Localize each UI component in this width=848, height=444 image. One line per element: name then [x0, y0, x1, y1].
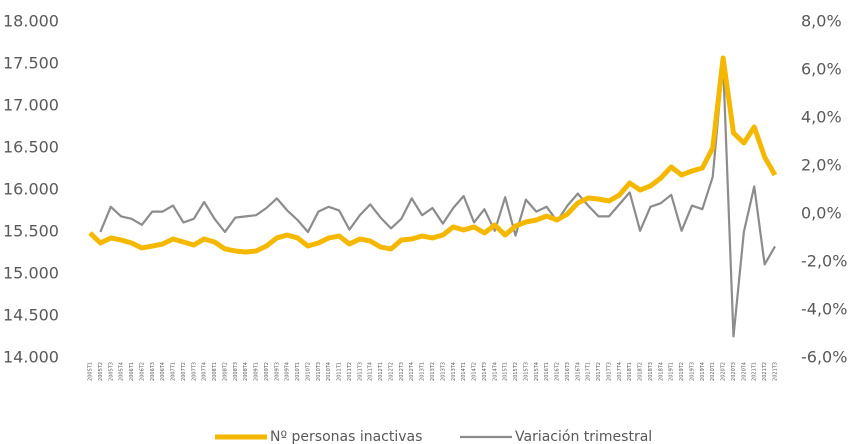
x-tick-label: 2008T2: [222, 362, 228, 381]
x-tick-label: 2021T3: [773, 362, 779, 381]
x-tick-label: 2013T2: [430, 362, 436, 381]
x-tick-label: 2011T2: [347, 362, 353, 381]
y-tick-label: 15.500: [3, 222, 59, 241]
y-tick-label: 14.000: [3, 348, 59, 367]
x-tick-label: 2017T4: [617, 362, 623, 381]
x-tick-label: 2010T1: [295, 362, 301, 381]
x-tick-label: 2009T4: [285, 362, 291, 381]
y2-tick-label: -6,0%: [801, 348, 847, 367]
x-tick-label: 2017T2: [596, 362, 602, 381]
x-tick-label: 2008T1: [212, 362, 218, 381]
x-tick-label: 2010T3: [316, 362, 322, 381]
x-tick-label: 2016T3: [565, 362, 571, 381]
y-tick-label: 16.500: [3, 138, 59, 157]
x-tick-label: 2015T4: [534, 362, 540, 381]
x-tick-label: 2016T4: [575, 362, 581, 381]
y-tick-label: 16.000: [3, 180, 59, 199]
x-tick-label: 2014T1: [461, 362, 467, 381]
x-tick-label: 2011T1: [337, 362, 343, 381]
x-tick-label: 2021T1: [752, 362, 758, 381]
x-tick-label: 2014T4: [492, 362, 498, 381]
y2-tick-label: 8,0%: [801, 12, 842, 31]
x-tick-label: 2012T2: [388, 362, 394, 381]
x-tick-label: 2017T1: [586, 362, 592, 381]
x-tick-label: 2015T1: [503, 362, 509, 381]
y2-tick-label: -2,0%: [801, 252, 847, 271]
x-tick-label: 2006T2: [139, 362, 145, 381]
x-tick-label: 2014T3: [482, 362, 488, 381]
x-tick-label: 2018T3: [648, 362, 654, 381]
legend-label: Nº personas inactivas: [270, 429, 422, 444]
series-line: [99, 61, 776, 338]
x-tick-label: 2019T1: [669, 362, 675, 381]
y-tick-label: 17.500: [3, 54, 59, 73]
x-tick-label: 2005T2: [98, 362, 104, 381]
legend-label: Variación trimestral: [515, 429, 652, 444]
x-tick-label: 2007T3: [191, 362, 197, 381]
y2-tick-label: 2,0%: [801, 156, 842, 175]
x-tick-label: 2019T2: [679, 362, 685, 381]
x-tick-label: 2009T1: [254, 362, 260, 381]
x-tick-label: 2007T1: [171, 362, 177, 381]
series-line: [88, 55, 778, 255]
x-tick-label: 2019T4: [700, 362, 706, 381]
x-tick-label: 2012T3: [399, 362, 405, 381]
x-tick-label: 2011T4: [368, 362, 374, 381]
x-tick-label: 2005T4: [119, 362, 125, 381]
y2-tick-label: 6,0%: [801, 60, 842, 79]
y-tick-label: 15.000: [3, 264, 59, 283]
x-tick-label: 2012T4: [409, 362, 415, 381]
x-tick-label: 2005T1: [88, 362, 94, 381]
x-tick-label: 2008T4: [243, 362, 249, 381]
x-tick-label: 2014T2: [472, 362, 478, 381]
x-tick-label: 2018T2: [638, 362, 644, 381]
x-tick-label: 2006T1: [129, 362, 135, 381]
x-tick-label: 2017T3: [606, 362, 612, 381]
x-tick-label: 2019T3: [689, 362, 695, 381]
x-tick-label: 2009T2: [264, 362, 270, 381]
y-tick-label: 18.000: [3, 12, 59, 31]
x-tick-label: 2020T4: [741, 362, 747, 381]
x-tick-label: 2011T3: [357, 362, 363, 381]
x-tick-label: 2010T4: [326, 362, 332, 381]
x-tick-label: 2006T3: [150, 362, 156, 381]
x-tick-label: 2005T3: [108, 362, 114, 381]
y-tick-label: 14.500: [3, 306, 59, 325]
y2-tick-label: 0,0%: [801, 204, 842, 223]
x-tick-label: 2013T3: [440, 362, 446, 381]
x-tick-label: 2020T1: [710, 362, 716, 381]
x-tick-label: 2018T1: [627, 362, 633, 381]
x-tick-label: 2009T3: [274, 362, 280, 381]
x-tick-label: 2013T1: [420, 362, 426, 381]
x-tick-label: 2007T4: [202, 362, 208, 381]
x-tick-label: 2010T2: [305, 362, 311, 381]
x-tick-label: 2012T1: [378, 362, 384, 381]
x-tick-label: 2016T1: [544, 362, 550, 381]
x-tick-label: 2020T2: [721, 362, 727, 381]
x-tick-label: 2021T2: [762, 362, 768, 381]
x-tick-label: 2015T3: [523, 362, 529, 381]
x-tick-label: 2015T2: [513, 362, 519, 381]
y2-tick-label: 4,0%: [801, 108, 842, 127]
x-tick-label: 2008T3: [233, 362, 239, 381]
x-tick-label: 2013T4: [451, 362, 457, 381]
x-tick-label: 2018T4: [658, 362, 664, 381]
x-tick-label: 2020T3: [731, 362, 737, 381]
y2-tick-label: -4,0%: [801, 300, 847, 319]
x-tick-label: 2007T2: [181, 362, 187, 381]
x-tick-label: 2016T2: [555, 362, 561, 381]
x-tick-label: 2006T4: [160, 362, 166, 381]
y-tick-label: 17.000: [3, 96, 59, 115]
